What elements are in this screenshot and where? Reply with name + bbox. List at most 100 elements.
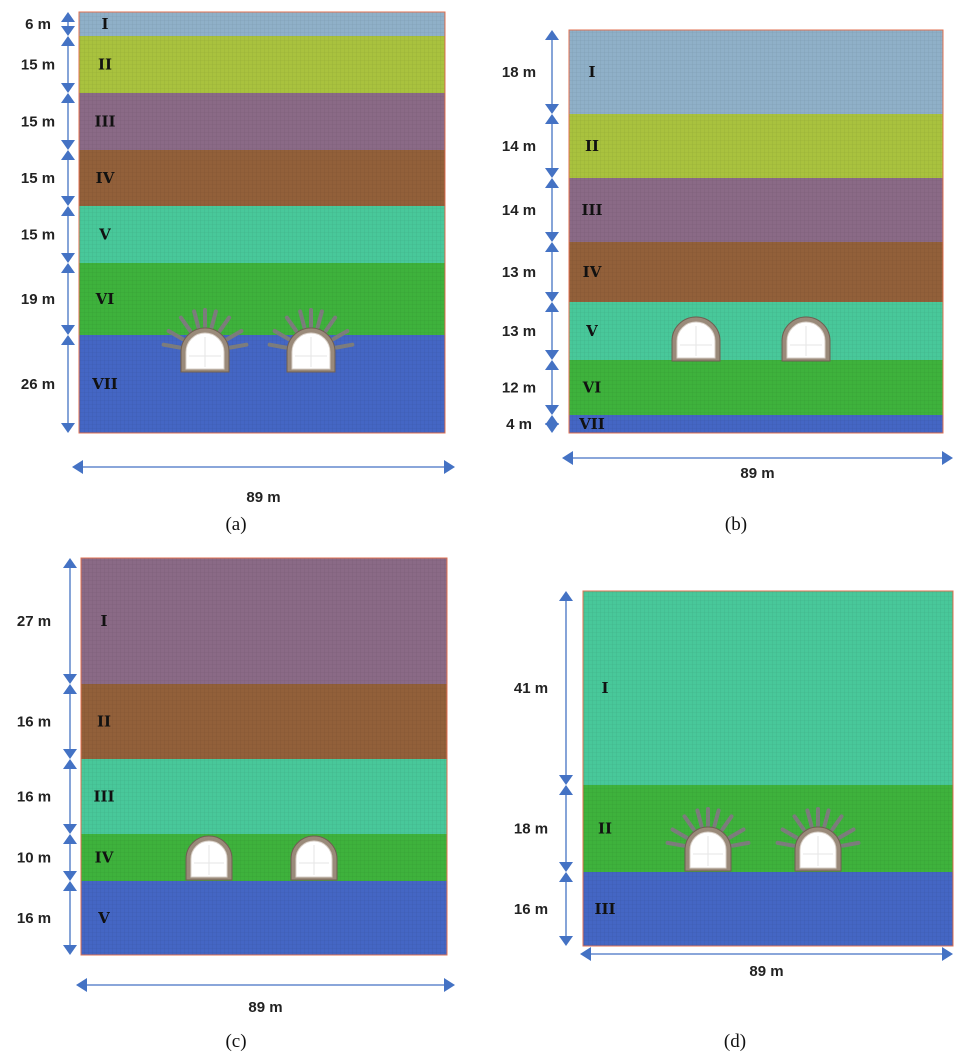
layer-number-label: II [598, 820, 612, 838]
rock-bolts [267, 308, 355, 350]
soil-layer [569, 114, 943, 178]
layer-number-label: IV [95, 849, 114, 867]
soil-layer [583, 872, 953, 946]
layer-thickness-label: 16 m [17, 910, 51, 927]
layer-thickness-label: 16 m [17, 714, 51, 731]
layer-thickness-label: 4 m [506, 416, 532, 433]
soil-layer [81, 881, 447, 955]
soil-layer [569, 360, 943, 415]
layer-number-label: V [98, 226, 111, 244]
layer-number-label: IV [583, 263, 602, 281]
soil-layer [569, 30, 943, 114]
layer-number-label: III [581, 201, 602, 219]
layer-number-label: VII [578, 415, 605, 433]
soil-layer [79, 93, 445, 150]
model-boundary [582, 590, 954, 947]
model-boundary [80, 557, 448, 956]
width-dimension: 89 m [72, 460, 455, 506]
width-dimension: 89 m [580, 947, 953, 980]
soil-layer [583, 785, 953, 872]
layer-thickness-label: 18 m [514, 821, 548, 838]
soil-layer [569, 242, 943, 302]
soil-layer [79, 335, 445, 433]
thickness-dimensions: 6 m 15 m 15 m 15 m 15 m 19 m 26 m [21, 12, 75, 433]
layer-number-label: V [585, 322, 598, 340]
soil-layer [81, 558, 447, 684]
tunnel [665, 807, 751, 872]
layer-number-label: IV [96, 169, 115, 187]
layer-thickness-label: 6 m [25, 16, 51, 33]
layer-thickness-label: 16 m [17, 789, 51, 806]
layer-number-label: I [601, 679, 608, 697]
panel-caption: (d) [724, 1031, 746, 1052]
layer-number-label: II [98, 56, 112, 74]
soil-layer [79, 263, 445, 335]
rock-bolts [161, 308, 249, 350]
soil-layer [81, 759, 447, 834]
soil-layer [81, 684, 447, 759]
width-label: 89 m [246, 489, 280, 506]
width-dimension: 89 m [76, 978, 455, 1016]
layer-thickness-label: 15 m [21, 170, 55, 187]
soil-layer [583, 591, 953, 785]
soil-layer [569, 415, 943, 433]
model-boundary [568, 29, 944, 434]
tunnel [290, 835, 338, 881]
layer-thickness-label: 18 m [502, 64, 536, 81]
panel-caption: (b) [725, 514, 747, 535]
layer-thickness-label: 41 m [514, 680, 548, 697]
tunnel [267, 308, 355, 373]
tunnel [781, 316, 831, 362]
layer-number-label: II [585, 137, 599, 155]
soil-layer [569, 178, 943, 242]
tunnel [775, 807, 861, 872]
layer-thickness-label: 14 m [502, 138, 536, 155]
tunnel [185, 835, 233, 881]
layer-number-label: V [97, 909, 110, 927]
thickness-dimensions: 27 m 16 m 16 m 10 m 16 m [17, 558, 77, 955]
width-label: 89 m [749, 963, 783, 980]
soil-layer [81, 834, 447, 881]
thickness-dimensions: 18 m 14 m 14 m 13 m 13 m 12 m 4 m [502, 30, 559, 433]
rock-bolts [665, 807, 751, 848]
layer-number-label: I [101, 15, 108, 33]
layer-thickness-label: 27 m [17, 613, 51, 630]
layer-number-label: VI [582, 379, 602, 397]
thickness-dimensions: 41 m 18 m 16 m [514, 591, 573, 946]
layer-number-label: II [97, 713, 111, 731]
model-boundary [78, 11, 446, 434]
tunnel [161, 308, 249, 373]
panel-caption: (c) [225, 1031, 246, 1052]
layer-thickness-label: 10 m [17, 850, 51, 867]
layer-thickness-label: 14 m [502, 202, 536, 219]
layer-number-label: VI [95, 290, 115, 308]
layer-thickness-label: 13 m [502, 323, 536, 340]
layer-thickness-label: 15 m [21, 57, 55, 74]
layer-thickness-label: 15 m [21, 114, 55, 131]
layer-thickness-label: 15 m [21, 227, 55, 244]
panel-caption: (a) [225, 514, 246, 535]
soil-layer [79, 12, 445, 36]
layer-number-label: I [100, 612, 107, 630]
layer-number-label: III [94, 113, 115, 131]
layer-number-label: I [588, 63, 595, 81]
layer-number-label: III [594, 900, 615, 918]
layer-thickness-label: 16 m [514, 901, 548, 918]
layer-number-label: VII [91, 375, 118, 393]
rock-bolts [775, 807, 861, 848]
tunnel [671, 316, 721, 362]
layer-number-label: III [93, 788, 114, 806]
soil-layer [79, 206, 445, 263]
width-dimension: 89 m [562, 451, 953, 482]
width-label: 89 m [248, 999, 282, 1016]
layer-thickness-label: 19 m [21, 291, 55, 308]
soil-layer [79, 150, 445, 206]
soil-layer [569, 302, 943, 360]
layer-thickness-label: 12 m [502, 380, 536, 397]
layer-thickness-label: 13 m [502, 264, 536, 281]
